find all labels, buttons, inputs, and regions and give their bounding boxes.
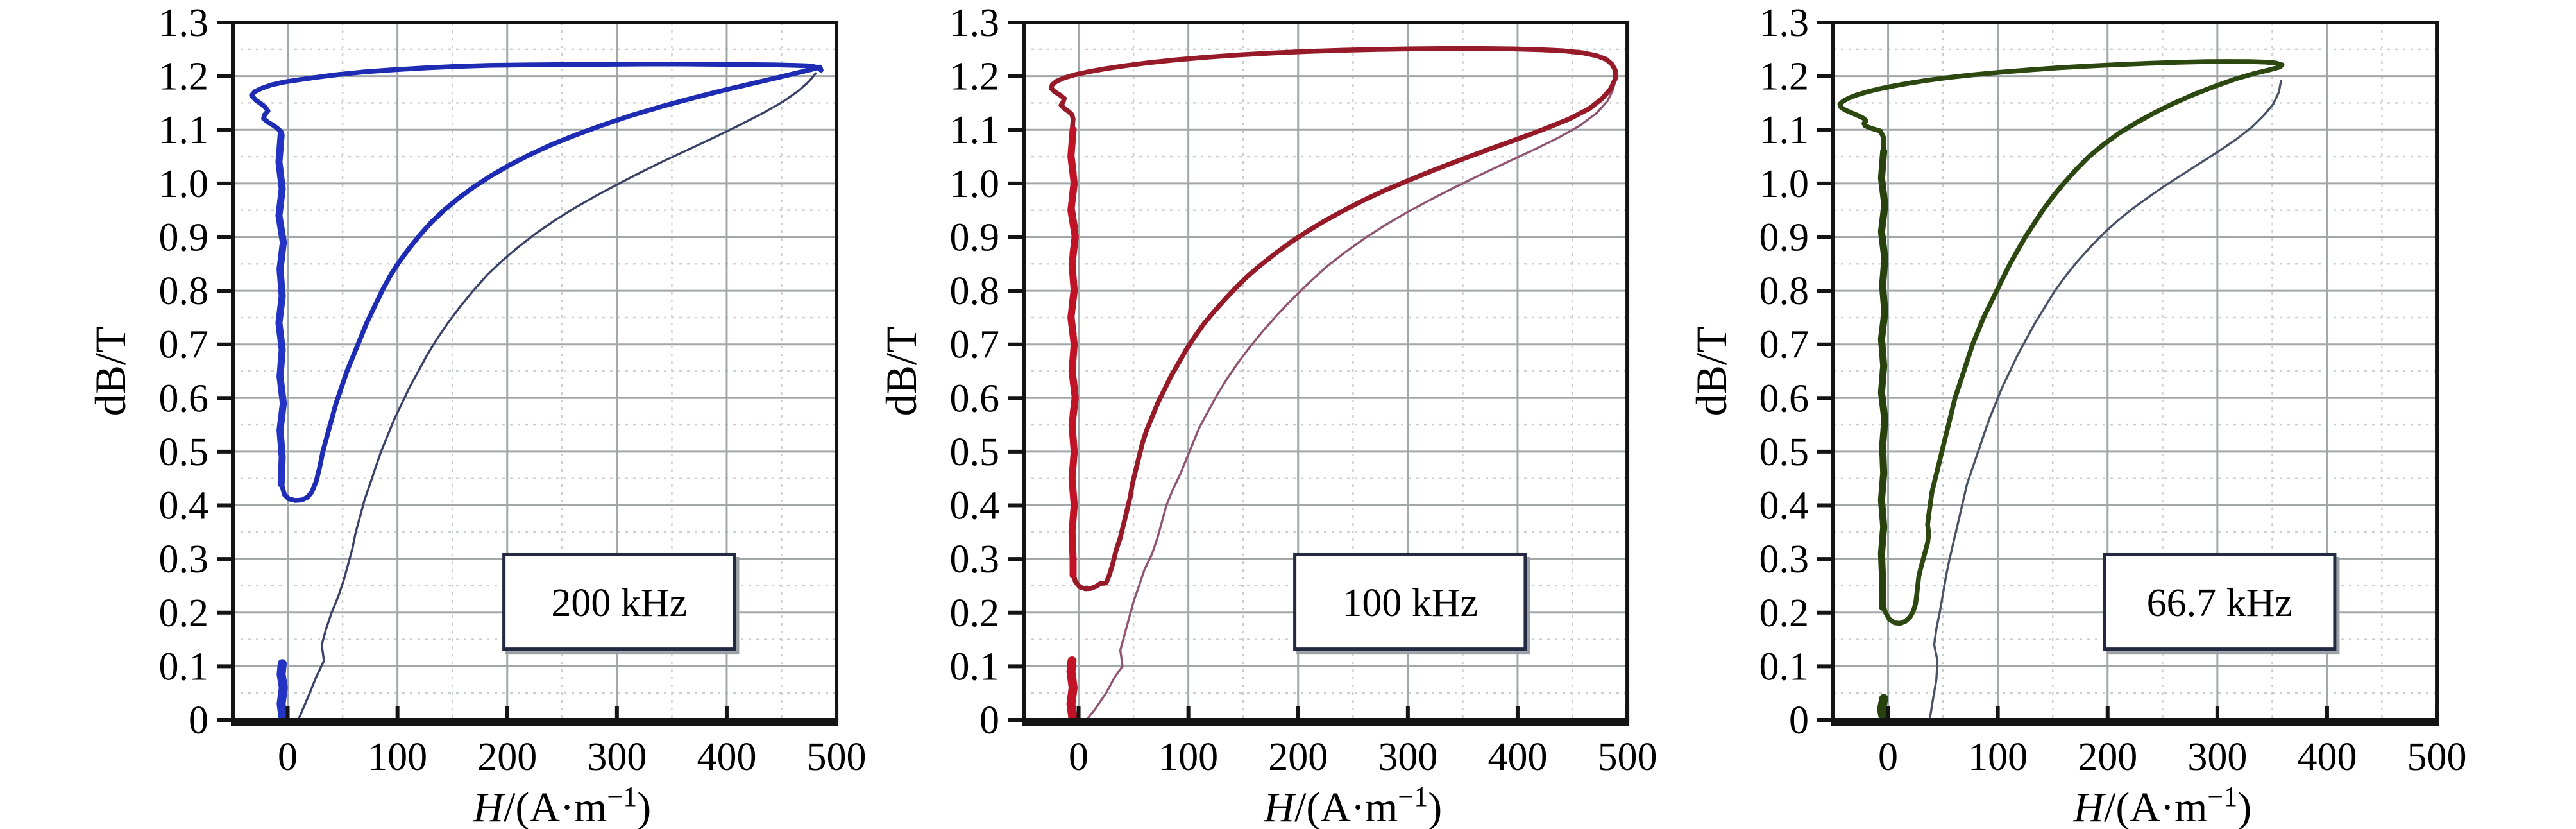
y-tick-label: 0.2 — [159, 592, 209, 635]
y-tick-label: 0 — [189, 699, 208, 742]
y-tick-label: 0.2 — [950, 592, 1000, 635]
y-tick-label: 0.4 — [1759, 484, 1809, 528]
y-axis-label: dB/T — [86, 327, 135, 416]
x-tick-label: 400 — [697, 735, 756, 779]
curve-initial-magnetization-curve — [298, 72, 817, 720]
y-tick-label: 0.1 — [1759, 645, 1809, 688]
x-tick-label: 300 — [587, 735, 647, 779]
y-tick-label: 0.1 — [159, 645, 209, 688]
x-axis-label: H/(A·m−1) — [472, 781, 651, 829]
y-tick-label: 0.7 — [950, 323, 1000, 367]
y-tick-label: 0.5 — [1759, 431, 1809, 474]
y-tick-label: 0.2 — [1759, 592, 1809, 635]
y-tick-label: 1.0 — [950, 162, 1000, 206]
curve-hysteresis-loop — [1837, 59, 2285, 626]
y-tick-label: 1.1 — [1759, 108, 1809, 152]
y-tick-label: 0.8 — [1759, 269, 1809, 313]
y-tick-label: 1.0 — [1759, 162, 1809, 206]
curve-initial-magnetization-curve — [1928, 80, 2282, 720]
y-tick-label: 1.2 — [1759, 55, 1809, 99]
y-tick-label: 0.9 — [159, 216, 209, 259]
y-tick-label: 0.3 — [1759, 538, 1809, 581]
y-tick-label: 0.9 — [950, 216, 1000, 259]
y-tick-label: 0.7 — [159, 323, 209, 367]
ticks — [1008, 21, 1630, 722]
curve-initial-magnetization-curve — [1086, 78, 1616, 720]
y-tick-label: 0.3 — [159, 538, 209, 581]
legend-box — [1293, 552, 1527, 651]
x-tick-label: 100 — [368, 735, 427, 779]
panel-100khz: 0 100 200 300 400 500 0 0.1 0.2 0.3 0.4 0.5 0.6 0.7 0.… — [877, 1, 1657, 829]
curve-start-transient — [1066, 656, 1078, 724]
x-tick-label: 400 — [2297, 735, 2357, 779]
x-tick-label: 500 — [2407, 735, 2467, 779]
curve-hysteresis-loop — [249, 62, 824, 503]
y-tick-label: 1.0 — [159, 162, 209, 206]
y-tick-label: 1.3 — [1759, 1, 1809, 45]
x-tick-label: 200 — [477, 735, 537, 779]
y-tick-label: 0.5 — [950, 431, 1000, 474]
y-tick-label: 0.4 — [159, 484, 209, 528]
ticks — [1817, 21, 2439, 722]
y-axis-label: dB/T — [877, 327, 926, 416]
y-tick-label: 0.4 — [950, 484, 1000, 528]
ticks — [217, 21, 839, 722]
y-tick-label: 0.6 — [950, 377, 1000, 420]
y-tick-label: 0.1 — [950, 645, 1000, 688]
x-tick-label: 300 — [1378, 735, 1437, 779]
y-tick-label: 1.3 — [950, 1, 1000, 45]
curve-descending-branch — [1877, 148, 1888, 611]
y-tick-label: 0.8 — [950, 269, 1000, 313]
y-tick-label: 1.2 — [159, 55, 209, 99]
y-tick-label: 1.1 — [159, 108, 209, 152]
x-tick-label: 0 — [278, 735, 298, 779]
x-axis-label: H/(A·m−1) — [1263, 781, 1442, 829]
legend-label: 100 kHz — [1342, 581, 1478, 625]
y-axis-label: dB/T — [1687, 327, 1736, 416]
x-tick-label: 0 — [1878, 735, 1898, 779]
y-tick-label: 1.3 — [159, 1, 209, 45]
x-tick-label: 0 — [1069, 735, 1089, 779]
panel-66.7khz: 0 100 200 300 400 500 0 0.1 0.2 0.3 0.4 0.5 0.6 0.7 0.… — [1687, 1, 2467, 829]
curve-descending-branch — [275, 132, 287, 488]
legend-label: 200 kHz — [551, 581, 687, 625]
x-tick-label: 200 — [1268, 735, 1328, 779]
y-tick-label: 1.2 — [950, 55, 1000, 99]
panel-200khz: 0 100 200 300 400 500 0 0.1 0.2 0.3 0.4 0.5 0.6 0.7 0.… — [86, 1, 867, 829]
curve-start-transient — [276, 659, 288, 724]
x-tick-label: 500 — [1598, 735, 1657, 779]
x-tick-label: 100 — [1158, 735, 1218, 779]
x-tick-label: 100 — [1968, 735, 2028, 779]
curve-start-transient — [1877, 694, 1888, 724]
y-tick-label: 1.1 — [950, 108, 1000, 152]
x-tick-label: 500 — [807, 735, 867, 779]
y-tick-label: 0.6 — [159, 377, 209, 420]
y-tick-label: 0.8 — [159, 269, 209, 313]
y-tick-label: 0.3 — [950, 538, 1000, 581]
legend-box — [2103, 552, 2337, 651]
y-tick-label: 0.7 — [1759, 323, 1809, 367]
x-tick-label: 400 — [1487, 735, 1547, 779]
legend-label: 66.7 kHz — [2147, 581, 2292, 625]
y-tick-label: 0.9 — [1759, 216, 1809, 259]
y-tick-label: 0.6 — [1759, 377, 1809, 420]
y-tick-label: 0 — [979, 699, 999, 742]
y-tick-label: 0 — [1789, 699, 1809, 742]
y-tick-label: 0.5 — [159, 431, 209, 474]
curve-descending-branch — [1067, 126, 1079, 579]
x-tick-label: 200 — [2078, 735, 2137, 779]
legend-box — [502, 552, 736, 651]
x-axis-label: H/(A·m−1) — [2072, 781, 2251, 829]
x-tick-label: 300 — [2187, 735, 2247, 779]
